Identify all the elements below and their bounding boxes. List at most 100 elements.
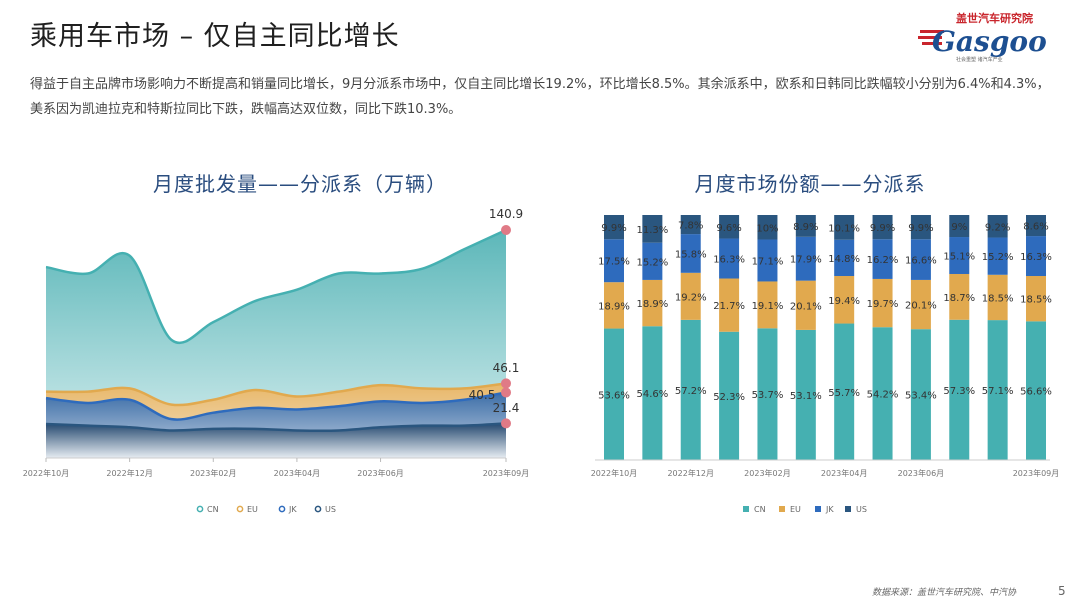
bar-label-us: 7.8% [678, 221, 703, 232]
bar-jk [680, 234, 701, 273]
bar-eu [680, 272, 701, 320]
bar-jk [719, 238, 740, 279]
bar-label-cn: 57.2% [675, 386, 707, 397]
bar-cn [987, 320, 1008, 460]
legend-label-2-us: US [856, 505, 867, 514]
bar-label-cn: 53.1% [790, 391, 822, 402]
bar-label-eu: 19.7% [867, 299, 899, 310]
legend-label-jk: JK [288, 505, 297, 514]
x-tick-label-2: 2023年04月 [821, 468, 868, 478]
logo-stripes-icon [918, 30, 944, 45]
legend-marker-jk [278, 505, 286, 513]
bar-us [910, 215, 931, 240]
bar-us [834, 215, 855, 240]
bar-label-jk: 16.3% [1020, 252, 1052, 263]
legend-label-2-jk: JK [825, 505, 834, 514]
bar-label-cn: 57.3% [943, 386, 975, 397]
bar-label-eu: 19.1% [752, 301, 784, 312]
end-label-us: 21.4 [493, 401, 520, 415]
bar-label-jk: 15.1% [943, 252, 975, 263]
bar-us [719, 215, 740, 239]
bar-eu [795, 280, 816, 330]
bar-jk [1026, 236, 1046, 277]
area-chart: 140.9 46.1 40.521.4 2022年10月 2022年12月 2023年02… [23, 207, 530, 514]
bar-cn [604, 328, 624, 460]
x-tick-label: 2023年02月 [190, 468, 237, 478]
bar-label-jk: 16.3% [713, 255, 745, 266]
bar-label-us: 9% [951, 222, 967, 233]
bar-label-eu: 18.9% [636, 299, 668, 310]
end-marker-us [501, 418, 511, 429]
legend-marker-2-cn [743, 506, 749, 512]
bar-jk [987, 237, 1008, 275]
bar-us [795, 215, 816, 237]
bar-label-us: 8.9% [793, 222, 818, 233]
bar-label-jk: 15.2% [982, 252, 1014, 263]
end-marker-cn [501, 225, 511, 235]
bar-us [949, 215, 970, 238]
bar-jk [604, 239, 624, 283]
bar-label-eu: 18.5% [982, 293, 1014, 304]
bar-label-us: 9.9% [870, 223, 895, 234]
end-label-jk: 40.5 [469, 388, 496, 402]
bar-label-cn: 52.3% [713, 392, 745, 403]
bar-us [1026, 215, 1046, 237]
bar-label-cn: 53.6% [598, 390, 630, 401]
bar-label-eu: 18.7% [943, 293, 975, 304]
legend-label-eu: EU [247, 505, 258, 514]
x-tick-label: 2023年09月 [483, 468, 530, 478]
bar-label-jk: 14.8% [828, 254, 860, 265]
end-marker-jk [501, 387, 511, 398]
bar-jk [795, 236, 816, 281]
bar-jk [910, 239, 931, 280]
bar-cn [910, 329, 931, 460]
line-us [45, 422, 507, 433]
bar-eu [757, 281, 778, 329]
bar-eu [910, 279, 931, 330]
legend-marker-cn [196, 505, 204, 513]
bar-cn [872, 327, 893, 460]
bar-eu [604, 282, 624, 329]
bar-label-cn: 53.7% [752, 390, 784, 401]
area-us [46, 423, 506, 458]
legend-label-2-eu: EU [790, 505, 801, 514]
bar-label-jk: 17.9% [790, 255, 822, 266]
bar-cn [757, 328, 778, 460]
bar-cn [719, 331, 740, 460]
chart-2-title: 月度市场份额——分派系 [694, 172, 926, 196]
bar-cn [1026, 321, 1046, 460]
x-tick-label: 2022年10月 [23, 468, 70, 478]
bar-label-jk: 17.1% [752, 256, 784, 267]
bar-label-cn: 54.6% [636, 389, 668, 400]
legend-marker-2-eu [779, 506, 785, 512]
x-tick-label-2: 2022年12月 [667, 468, 714, 478]
line-eu [45, 382, 507, 407]
legend-label-us: US [325, 505, 336, 514]
end-label-eu: 46.1 [493, 361, 520, 375]
bar-label-eu: 20.1% [905, 301, 937, 312]
bar-label-jk: 15.2% [636, 257, 668, 268]
bar-jk [949, 237, 970, 274]
bar-label-us: 9.9% [601, 223, 626, 234]
bar-us [987, 215, 1008, 238]
gasgoo-logo: 盖世汽车研究院 Gasgoo 社会重塑 诸汽车产业 [918, 11, 1047, 63]
bar-label-cn: 56.6% [1020, 387, 1052, 398]
bar-jk [872, 239, 893, 279]
bar-cn [680, 319, 701, 460]
bar-label-us: 9.9% [908, 223, 933, 234]
bar-us [604, 215, 624, 240]
bar-label-jk: 15.8% [675, 249, 707, 260]
bar-label-cn: 54.2% [867, 390, 899, 401]
bar-label-eu: 19.2% [675, 292, 707, 303]
bar-label-us: 8.6% [1023, 222, 1048, 233]
chart-1-title: 月度批发量——分派系（万辆） [153, 172, 447, 196]
bar-eu [642, 279, 663, 327]
data-source: 数据来源：盖世汽车研究院、中汽协 [872, 588, 1017, 598]
page-title: 乘用车市场 – 仅自主同比增长 [30, 21, 400, 52]
logo-cn-text: 盖世汽车研究院 [956, 11, 1033, 25]
bar-label-us: 9.6% [716, 223, 741, 234]
x-tick-label: 2023年06月 [357, 468, 404, 478]
bar-label-cn: 53.4% [905, 391, 937, 402]
bar-eu [872, 278, 893, 328]
